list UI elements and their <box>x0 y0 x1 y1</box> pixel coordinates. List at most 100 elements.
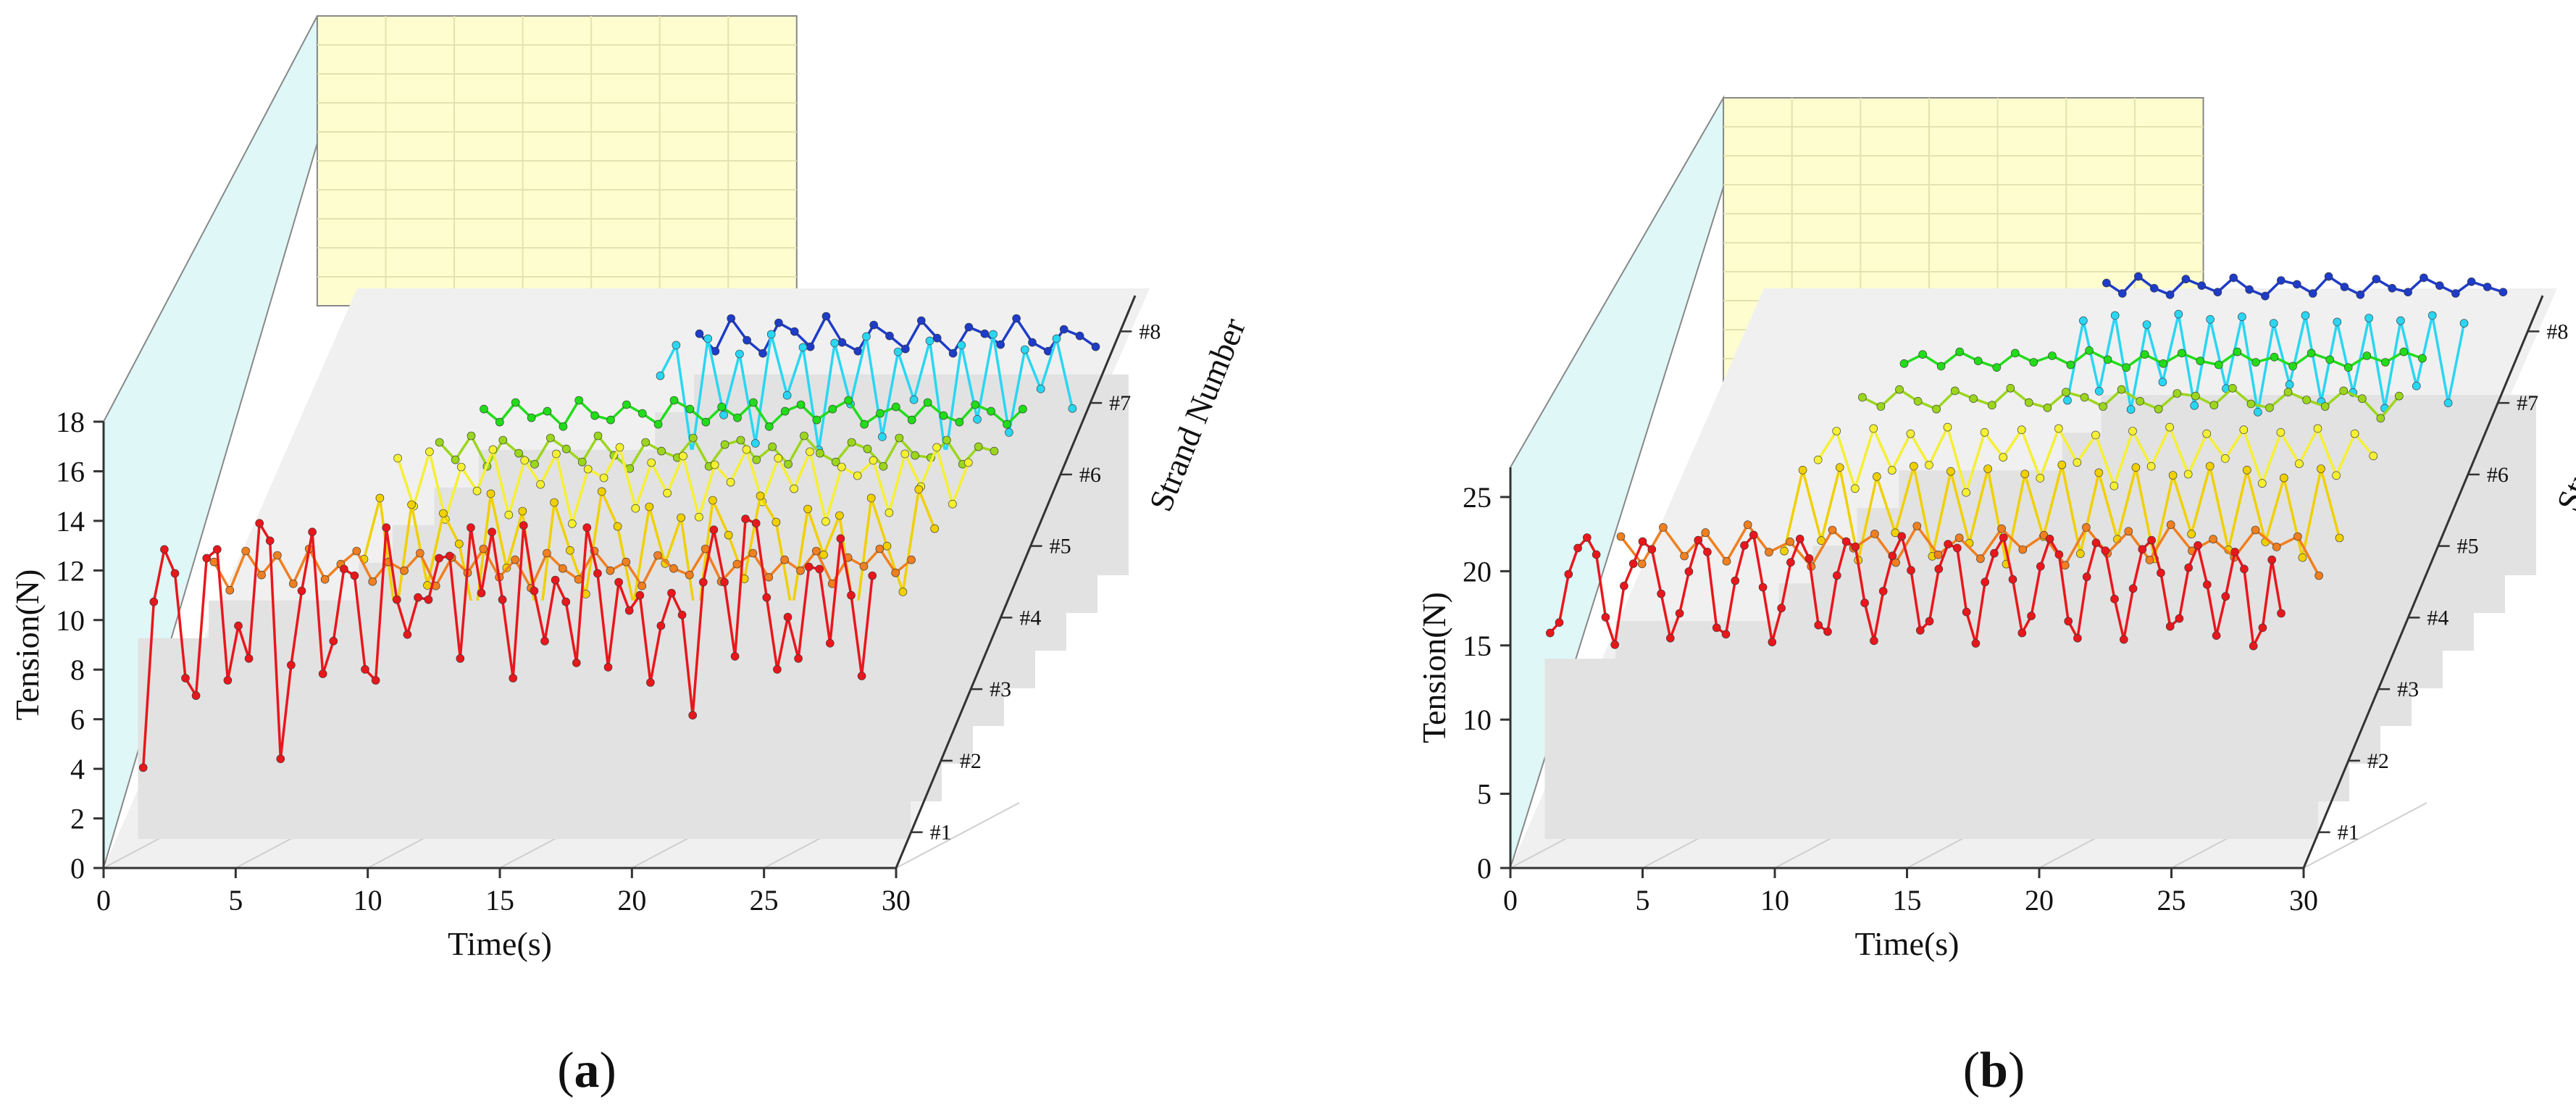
data-point <box>901 344 910 354</box>
data-point <box>2277 276 2286 285</box>
data-point <box>2277 609 2286 618</box>
data-point <box>2136 396 2144 406</box>
data-point <box>1878 587 1888 596</box>
y-tick-label: 20 <box>1463 555 1492 588</box>
series-line-strand-7 <box>2066 314 2466 413</box>
data-point <box>567 519 577 528</box>
data-point <box>241 546 251 556</box>
data-point <box>2364 314 2373 322</box>
data-point <box>2343 363 2353 372</box>
data-point <box>885 331 894 341</box>
data-point <box>454 539 464 548</box>
data-point <box>1873 472 1881 481</box>
data-point <box>561 444 571 454</box>
data-point <box>942 435 951 445</box>
data-point <box>893 347 903 356</box>
data-point <box>2333 317 2342 327</box>
data-point <box>2459 319 2469 328</box>
data-point <box>1925 461 1933 470</box>
data-point <box>898 588 908 596</box>
data-point <box>895 433 904 443</box>
data-point <box>202 554 212 563</box>
data-point <box>1768 638 1777 647</box>
data-point <box>527 413 536 422</box>
strand-tick-label: #2 <box>960 749 982 773</box>
data-point <box>1823 627 1832 636</box>
data-point <box>698 577 708 587</box>
data-point <box>606 566 615 575</box>
data-point <box>932 333 942 343</box>
data-point <box>1897 532 1906 541</box>
data-point <box>425 447 434 456</box>
data-point <box>599 473 609 483</box>
data-point <box>2467 277 2476 286</box>
data-point <box>2293 280 2301 289</box>
data-point <box>857 672 866 680</box>
data-point <box>1722 556 1731 566</box>
data-point <box>631 504 640 513</box>
data-point <box>645 502 654 512</box>
data-point <box>980 329 990 338</box>
data-point <box>375 493 385 503</box>
strand-tick-label: #2 <box>2367 749 2389 773</box>
data-point <box>2036 474 2045 483</box>
data-point <box>2060 561 2070 569</box>
data-point <box>923 398 932 407</box>
data-point <box>2412 381 2421 391</box>
y-tick-label: 4 <box>70 753 85 785</box>
data-point <box>495 417 504 427</box>
data-point <box>2283 388 2293 397</box>
data-point <box>1860 598 1869 607</box>
data-point <box>615 443 624 452</box>
floor-gridline <box>895 802 1020 869</box>
data-point <box>819 550 828 559</box>
data-point <box>149 597 159 606</box>
data-point <box>806 342 815 351</box>
data-point <box>1601 613 1610 622</box>
y-axis-title: Tension(N) <box>1415 592 1452 743</box>
data-point <box>1992 363 2002 372</box>
strand-tick-label: #6 <box>2487 463 2509 487</box>
data-point <box>708 496 717 505</box>
data-point <box>766 330 776 339</box>
data-point <box>479 544 488 554</box>
data-point <box>2254 407 2262 417</box>
data-point <box>1003 420 1011 429</box>
data-point <box>853 346 863 356</box>
data-point <box>837 338 847 347</box>
data-point <box>2183 470 2193 479</box>
y-tick-label: 6 <box>70 704 85 736</box>
data-point <box>2483 283 2492 291</box>
x-tick-label: 0 <box>96 884 111 917</box>
strand-tick-label: #8 <box>1139 320 1161 343</box>
data-point <box>2146 462 2156 471</box>
data-point <box>1564 569 1573 579</box>
x-tick-label: 30 <box>882 884 911 917</box>
data-point <box>414 593 422 602</box>
data-point <box>1012 314 1021 323</box>
y-axis-title: Tension(N) <box>9 569 46 721</box>
data-point <box>1620 581 1628 591</box>
data-point <box>2080 393 2089 402</box>
data-point <box>160 545 169 554</box>
data-point <box>2165 622 2175 631</box>
y-tick-label: 15 <box>1463 630 1492 662</box>
data-point <box>2362 351 2372 360</box>
data-point <box>558 564 567 573</box>
data-point <box>2154 404 2163 414</box>
data-point <box>768 442 777 451</box>
data-point <box>717 402 727 412</box>
data-point <box>1075 331 1084 341</box>
data-point <box>677 610 687 619</box>
strand-tick-label: #3 <box>990 677 1011 701</box>
data-point <box>1841 537 1851 546</box>
data-point <box>477 588 486 598</box>
data-point <box>771 517 781 527</box>
data-point <box>860 420 869 429</box>
data-point <box>1583 533 1592 542</box>
data-point <box>439 509 448 518</box>
data-point <box>804 562 814 572</box>
data-point <box>688 711 698 720</box>
data-point <box>878 433 887 441</box>
data-point <box>736 435 745 445</box>
